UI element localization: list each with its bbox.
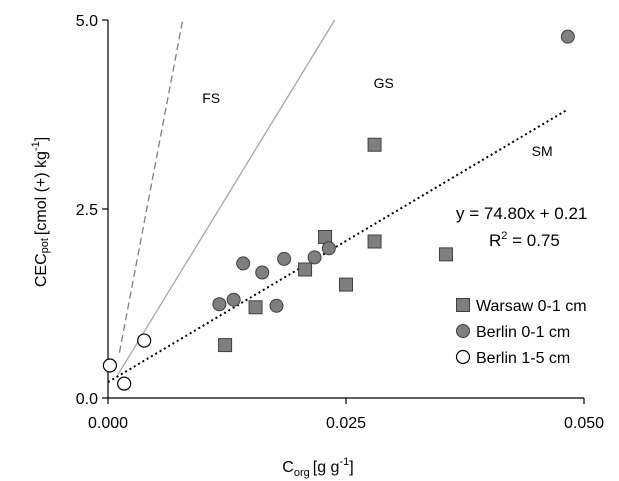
point-warsaw-0-1-cm [298,262,313,277]
x-label-sup: -1 [339,456,349,468]
curve-label-gs: GS [374,75,394,91]
y-tick-label: 5.0 [76,13,98,30]
point-warsaw-0-1-cm [367,137,382,152]
legend-marker-berlin-0-1-cm [456,324,470,338]
r-squared-suffix: = 0.75 [507,231,559,250]
reference-line-gs [116,19,336,376]
point-berlin-0-1-cm [321,241,336,256]
point-berlin-0-1-cm [226,292,241,307]
point-berlin-1-5-cm [117,376,132,391]
point-berlin-1-5-cm [102,358,118,373]
point-berlin-1-5-cm [137,333,152,348]
y-label-sup: -1 [30,141,42,151]
reference-lines [107,19,568,383]
r-squared-sup: 2 [501,230,507,242]
legend-label-berlin-0-1-cm: Berlin 0-1 cm [476,324,570,341]
point-warsaw-0-1-cm [367,234,382,249]
x-label-unit: [g g [313,459,340,476]
point-warsaw-0-1-cm [438,247,453,262]
point-berlin-0-1-cm [255,265,270,280]
axis-ticks: 0.000 0.025 0.050 0.0 2.5 5.0 [76,13,604,432]
point-berlin-0-1-cm [212,297,227,312]
point-berlin-0-1-cm [269,298,284,313]
point-warsaw-0-1-cm [218,338,233,353]
r-squared-prefix: R [489,231,501,250]
point-berlin-0-1-cm [236,256,251,271]
x-label-end: ] [349,459,353,476]
y-label-sub: pot [39,238,51,253]
x-tick-label: 0.025 [326,415,366,432]
legend-marker-warsaw-0-1-cm [456,298,470,312]
y-label-main: CEC [33,253,50,287]
legend-marker-berlin-1-5-cm [455,349,471,365]
reference-line-sm [107,109,568,383]
point-berlin-0-1-cm [277,251,292,266]
y-label-end: ] [33,137,50,141]
x-label-sub: org [294,467,310,479]
y-axis-label: CECpot [cmol (+) kg-1] [30,137,51,287]
regression-equation: y = 74.80x + 0.21 [456,204,587,223]
r-squared-label: R2 = 0.75 [489,230,560,250]
x-axis-label: Corg [g g-1] [282,456,353,479]
data-points [102,29,575,391]
point-warsaw-0-1-cm [339,277,353,292]
y-label-unit: [cmol (+) kg [33,151,50,235]
point-berlin-0-1-cm [307,250,322,265]
y-tick-label: 0.0 [76,391,98,408]
y-tick-label: 2.5 [76,202,98,219]
legend-label-berlin-1-5-cm: Berlin 1-5 cm [476,350,570,367]
legend-label-warsaw-0-1-cm: Warsaw 0-1 cm [476,298,587,315]
curve-label-sm: SM [532,143,553,159]
curve-labels: FS GS SM [202,75,552,159]
x-tick-label: 0.050 [564,415,604,432]
point-warsaw-0-1-cm [248,300,263,315]
legend: Warsaw 0-1 cm Berlin 0-1 cm Berlin 1-5 cm [455,298,587,367]
point-berlin-0-1-cm [560,29,575,44]
reference-line-fs [118,19,184,353]
x-tick-label: 0.000 [88,415,128,432]
x-label-main: C [282,459,294,476]
curve-label-fs: FS [202,90,220,106]
